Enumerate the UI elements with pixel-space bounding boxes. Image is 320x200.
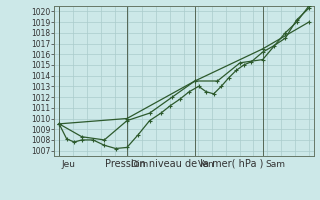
X-axis label: Pression niveau de la mer( hPa ): Pression niveau de la mer( hPa ) bbox=[105, 159, 263, 169]
Text: Dim: Dim bbox=[130, 160, 148, 169]
Text: Ven: Ven bbox=[198, 160, 214, 169]
Text: Sam: Sam bbox=[266, 160, 285, 169]
Text: Jeu: Jeu bbox=[62, 160, 76, 169]
